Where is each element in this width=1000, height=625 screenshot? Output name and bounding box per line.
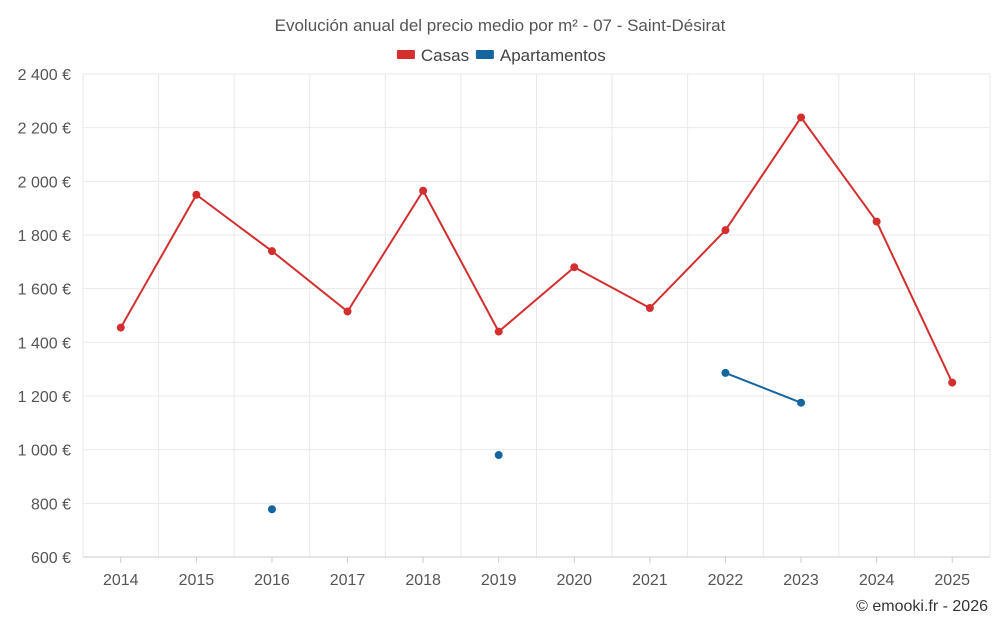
data-point-apartamentos-2016[interactable] <box>267 505 276 514</box>
series-line-segment <box>724 116 803 232</box>
grid <box>82 73 991 558</box>
y-axis: 600 € 800 € 1 000 € 1 200 € 1 400 € 1 600 € 1 … <box>18 67 71 567</box>
data-point-apartamentos-2022[interactable] <box>721 368 730 377</box>
series-line-segment <box>119 193 198 329</box>
x-tick-label: 2021 <box>632 572 668 589</box>
credit-text: © emooki.fr - 2026 <box>856 598 988 615</box>
data-point-casas-2014[interactable] <box>116 323 125 332</box>
x-tick-label: 2022 <box>708 572 744 589</box>
y-tick-label: 2 200 € <box>18 121 71 138</box>
y-tick-label: 1 000 € <box>18 443 71 460</box>
y-tick-label: 2 000 € <box>18 174 71 191</box>
data-point-casas-2024[interactable] <box>872 217 881 226</box>
series-line-segment <box>422 189 500 333</box>
data-point-casas-2020[interactable] <box>570 263 579 272</box>
series-line-segment <box>497 266 576 333</box>
x-axis: 2014 2015 2016 2017 2018 2019 2020 2021 2022 2023… <box>103 557 970 589</box>
series-casas <box>116 113 957 387</box>
y-tick-label: 1 200 € <box>18 389 71 406</box>
x-tick-label: 2025 <box>934 572 970 589</box>
legend: Casas Apartamentos <box>396 46 606 65</box>
series <box>116 113 957 514</box>
data-point-apartamentos-2019[interactable] <box>494 451 503 460</box>
y-tick-label: 2 400 € <box>18 67 71 84</box>
data-point-casas-2023[interactable] <box>797 113 806 122</box>
x-tick-label: 2018 <box>405 572 441 589</box>
x-tick-label: 2017 <box>330 572 366 589</box>
chart-title: Evolución anual del precio medio por m² … <box>275 16 726 35</box>
x-tick-label: 2016 <box>254 572 290 589</box>
series-line-segment <box>195 193 273 253</box>
data-point-casas-2025[interactable] <box>948 378 957 387</box>
x-tick-label: 2019 <box>481 572 517 589</box>
y-tick-label: 800 € <box>31 496 71 513</box>
series-apartamentos <box>267 368 806 514</box>
legend-item-apartamentos[interactable]: Apartamentos <box>475 46 606 65</box>
data-point-casas-2021[interactable] <box>645 303 654 312</box>
y-tick-label: 1 400 € <box>18 335 71 352</box>
legend-item-casas[interactable]: Casas <box>396 46 469 65</box>
x-tick-label: 2024 <box>859 572 895 589</box>
data-point-casas-2018[interactable] <box>419 186 428 195</box>
y-tick-label: 1 800 € <box>18 228 71 245</box>
data-point-casas-2015[interactable] <box>192 190 201 199</box>
series-line-segment <box>875 220 954 384</box>
series-line-segment <box>270 250 349 313</box>
series-line-segment <box>648 229 727 309</box>
series-line-segment <box>724 371 803 404</box>
legend-swatch <box>475 50 494 59</box>
data-point-casas-2016[interactable] <box>267 247 276 256</box>
legend-label: Apartamentos <box>500 46 606 65</box>
series-line-segment <box>573 266 651 309</box>
x-tick-label: 2015 <box>179 572 215 589</box>
data-point-casas-2017[interactable] <box>343 307 352 316</box>
y-tick-label: 600 € <box>31 550 71 567</box>
data-point-casas-2022[interactable] <box>721 226 730 235</box>
x-tick-label: 2014 <box>103 572 139 589</box>
legend-label: Casas <box>421 46 469 65</box>
y-tick-label: 1 600 € <box>18 282 71 299</box>
series-line-segment <box>346 189 425 313</box>
data-point-apartamentos-2023[interactable] <box>797 398 806 407</box>
legend-swatch <box>396 50 415 59</box>
x-tick-label: 2020 <box>556 572 592 589</box>
x-tick-label: 2023 <box>783 572 819 589</box>
data-point-casas-2019[interactable] <box>494 327 503 336</box>
series-line-segment <box>800 116 878 223</box>
